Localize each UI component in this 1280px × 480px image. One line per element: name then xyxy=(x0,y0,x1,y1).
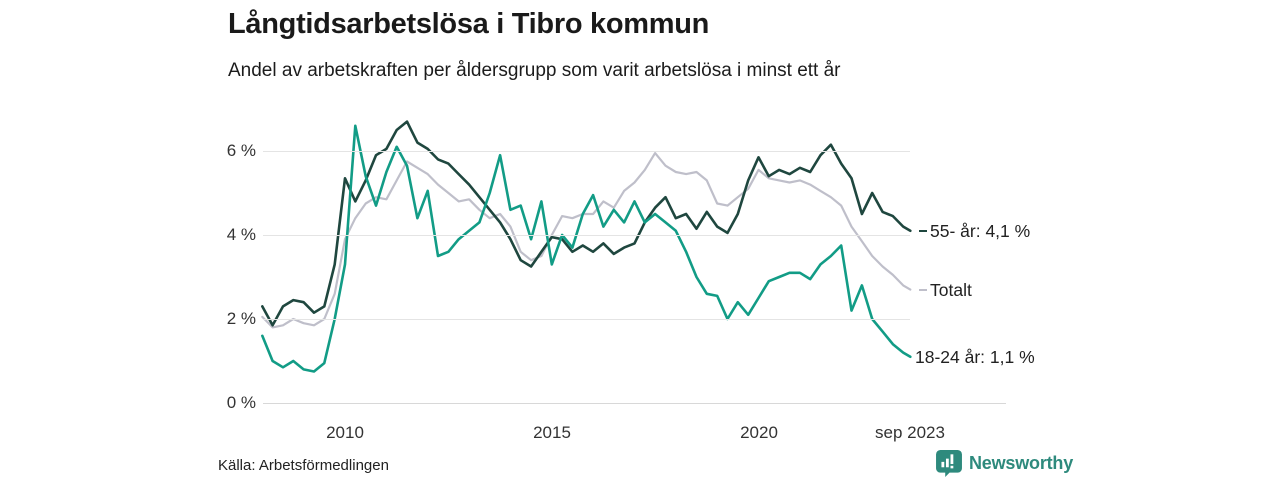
series-end-label: Totalt xyxy=(919,279,972,301)
gridline xyxy=(263,235,910,236)
series-end-label-text: Totalt xyxy=(930,280,972,300)
x-tick-label: sep 2023 xyxy=(875,423,945,442)
x-tick-label: 2010 xyxy=(326,423,364,442)
gridline xyxy=(263,151,910,152)
source-note: Källa: Arbetsförmedlingen xyxy=(218,457,389,474)
series-tick-dash xyxy=(919,289,927,291)
series-end-label: 18-24 år: 1,1 % xyxy=(915,346,1035,368)
y-tick-label: 2 % xyxy=(226,309,256,328)
series-end-label-text: 18-24 år: 1,1 % xyxy=(915,347,1035,367)
gridline xyxy=(263,319,910,320)
x-tick-label: 2020 xyxy=(740,423,778,442)
y-tick-label: 6 % xyxy=(226,141,256,160)
logo-dot xyxy=(950,465,954,469)
y-tick-label: 4 % xyxy=(226,225,256,244)
newsworthy-logo-icon xyxy=(936,450,962,477)
series-line xyxy=(260,120,912,327)
brand-name: Newsworthy xyxy=(969,453,1074,473)
series-tick-dash xyxy=(919,230,927,232)
x-tick-label: 2015 xyxy=(533,423,571,442)
series-end-label-text: 55- år: 4,1 % xyxy=(930,221,1031,241)
y-tick-label: 0 % xyxy=(226,393,256,412)
series-line xyxy=(261,152,912,329)
chart-subtitle: Andel av arbetskraften per åldersgrupp s… xyxy=(228,60,841,81)
x-axis-baseline xyxy=(263,403,1006,404)
brand: Newsworthy xyxy=(936,450,1073,477)
chart-title: Långtidsarbetslösa i Tibro kommun xyxy=(228,8,710,40)
logo-bar-1 xyxy=(941,461,945,468)
logo-bar-3 xyxy=(950,454,954,465)
series-line xyxy=(260,124,912,373)
logo-bar-2 xyxy=(945,458,949,468)
series-end-label: 55- år: 4,1 % xyxy=(919,220,1030,242)
